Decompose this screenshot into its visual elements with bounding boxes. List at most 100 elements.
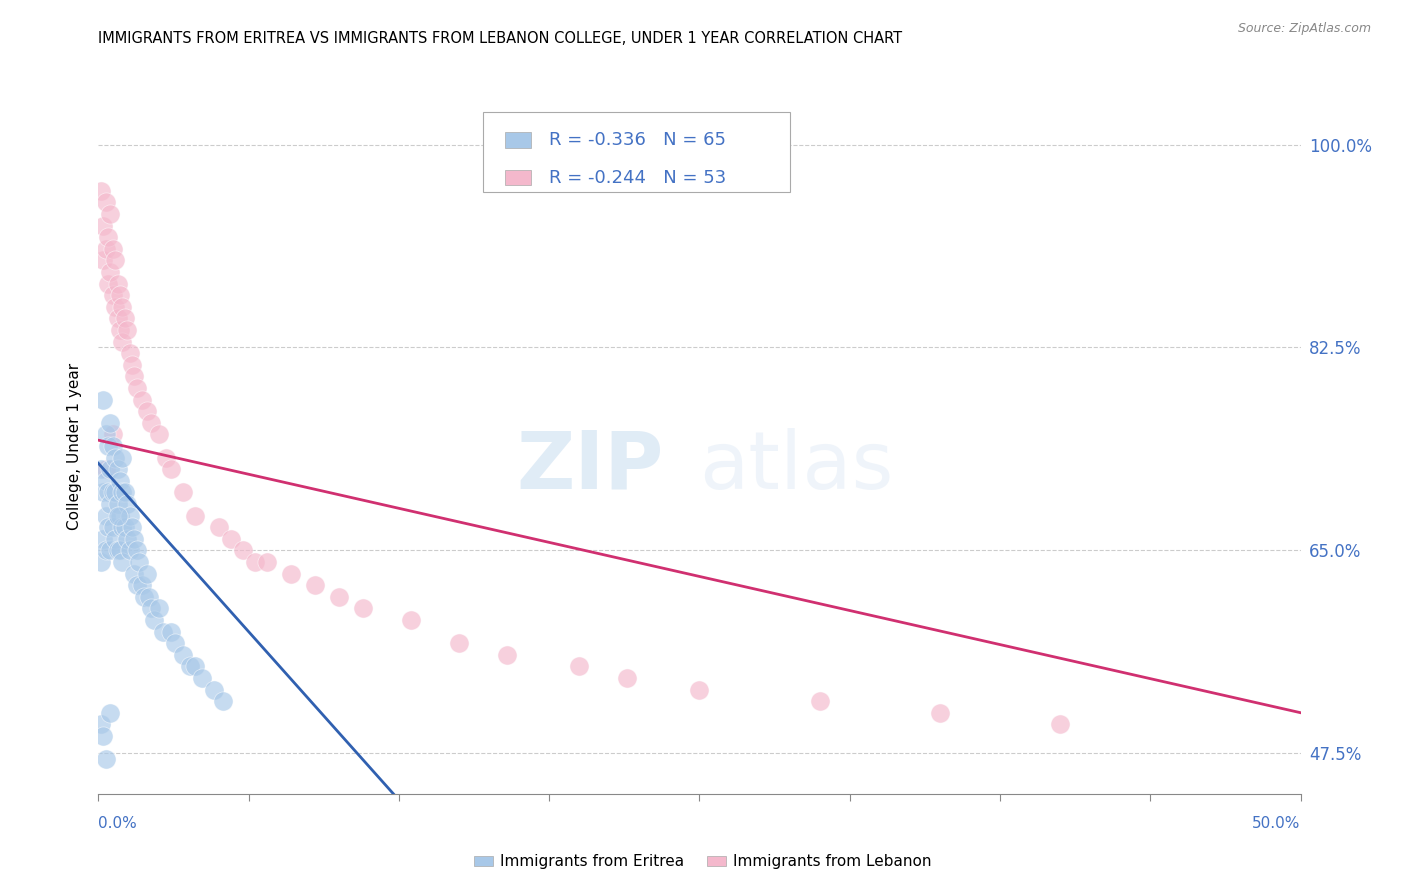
Point [219,532,242,546]
Point [91,485,114,500]
Point [91,729,114,743]
Point [131,578,153,592]
Point [100,416,122,430]
Point [114,485,136,500]
Point [97,439,120,453]
Point [111,520,134,534]
Point [125,578,148,592]
Point [94,242,117,256]
Point [97,485,120,500]
Point [100,207,122,221]
Point [141,416,163,430]
FancyBboxPatch shape [505,132,531,148]
Point [94,508,117,523]
Point [125,543,148,558]
Point [114,311,136,326]
Point [159,624,181,639]
Point [121,358,143,372]
Point [108,288,131,302]
Point [97,277,120,291]
Point [399,613,422,627]
Point [100,706,122,720]
Point [104,532,127,546]
Point [104,485,127,500]
Point [107,508,129,523]
Point [97,230,120,244]
Point [496,648,519,662]
Point [101,288,124,302]
Point [91,532,114,546]
Point [159,462,181,476]
Point [118,346,141,360]
Point [100,543,122,558]
Point [111,485,134,500]
Point [124,566,146,581]
Point [616,671,638,685]
Text: IMMIGRANTS FROM ERITREA VS IMMIGRANTS FROM LEBANON COLLEGE, UNDER 1 YEAR CORRELA: IMMIGRANTS FROM ERITREA VS IMMIGRANTS FR… [98,31,903,46]
Point [183,508,205,523]
Point [111,555,134,569]
FancyBboxPatch shape [505,170,531,186]
Point [107,543,129,558]
Point [118,508,141,523]
Point [352,601,374,615]
Point [304,578,326,592]
Point [94,752,117,766]
Point [135,404,157,418]
Point [179,659,201,673]
Point [111,334,134,349]
Point [118,543,141,558]
Point [91,392,114,407]
Point [108,474,131,488]
Point [107,311,129,326]
Point [101,427,124,442]
Point [142,613,165,627]
Point [117,323,139,337]
Point [101,485,124,500]
Point [232,543,254,558]
Point [568,659,591,673]
Point [202,682,225,697]
Point [128,555,150,569]
Point [212,694,235,708]
Legend: Immigrants from Eritrea, Immigrants from Lebanon: Immigrants from Eritrea, Immigrants from… [468,848,938,875]
Point [94,427,117,442]
Point [148,601,170,615]
Point [117,497,139,511]
Text: R = -0.336   N = 65: R = -0.336 N = 65 [550,131,727,149]
Point [138,590,160,604]
Point [165,636,187,650]
Point [101,242,124,256]
Text: 0.0%: 0.0% [98,816,138,831]
Point [155,450,177,465]
Point [328,590,350,604]
Point [125,381,148,395]
Point [124,369,146,384]
Point [111,300,134,314]
Point [114,520,136,534]
Point [94,462,117,476]
Point [101,520,124,534]
Point [148,427,170,442]
Point [172,648,194,662]
Point [90,184,112,198]
Point [447,636,470,650]
Point [132,590,155,604]
Point [117,532,139,546]
Point [108,543,131,558]
FancyBboxPatch shape [484,112,790,192]
Point [280,566,302,581]
Point [91,253,114,268]
Point [183,659,205,673]
Point [928,706,950,720]
Point [104,450,127,465]
Point [91,219,114,233]
Text: 50.0%: 50.0% [1253,816,1301,831]
Point [135,566,157,581]
Point [94,543,117,558]
Point [121,520,143,534]
Point [689,682,711,697]
Point [124,532,146,546]
Point [107,497,129,511]
Point [108,323,131,337]
